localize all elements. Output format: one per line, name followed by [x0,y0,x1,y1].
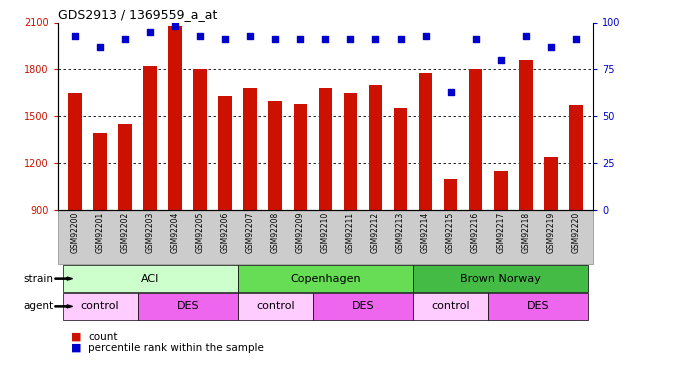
Bar [243,88,257,210]
Text: percentile rank within the sample: percentile rank within the sample [88,343,264,353]
Bar [218,96,232,210]
Bar [544,157,557,210]
Bar [94,134,107,210]
Point [345,36,356,42]
Bar [119,124,132,210]
Point [420,33,431,39]
Bar [419,72,433,210]
Bar [369,85,382,210]
Point [70,33,81,39]
Point [270,36,281,42]
Text: ■: ■ [71,332,81,342]
Point [220,36,231,42]
Bar [294,104,307,210]
Bar [569,105,582,210]
Point [570,36,581,42]
Text: DES: DES [352,302,374,311]
Text: Brown Norway: Brown Norway [460,274,541,284]
Text: GDS2913 / 1369559_a_at: GDS2913 / 1369559_a_at [58,8,217,21]
Text: control: control [431,302,470,311]
Point [545,44,556,50]
Point [95,44,106,50]
Point [320,36,331,42]
Bar [319,88,332,210]
Text: DES: DES [176,302,199,311]
Text: control: control [81,302,119,311]
Point [445,89,456,95]
Bar [68,93,82,210]
Bar [344,93,357,210]
Point [170,23,181,29]
Text: ACI: ACI [141,274,159,284]
Text: Copenhagen: Copenhagen [290,274,361,284]
Bar [168,26,182,210]
Bar [193,69,207,210]
Bar [394,108,407,210]
Point [370,36,381,42]
Point [145,29,156,35]
Point [120,36,131,42]
Text: agent: agent [24,302,54,311]
Point [495,57,506,63]
Point [520,33,531,39]
Bar [468,69,483,210]
Point [245,33,256,39]
Point [395,36,406,42]
Text: count: count [88,332,118,342]
Text: DES: DES [527,302,549,311]
Bar [519,60,532,210]
Point [470,36,481,42]
Text: control: control [256,302,295,311]
Bar [143,66,157,210]
Text: strain: strain [24,274,54,284]
Bar [268,100,282,210]
Bar [443,179,458,210]
Bar [494,171,508,210]
Text: ■: ■ [71,343,81,353]
Point [295,36,306,42]
Point [195,33,205,39]
